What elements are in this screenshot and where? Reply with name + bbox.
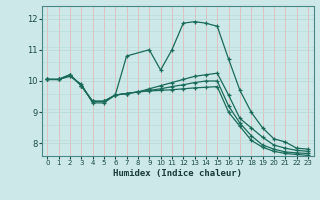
X-axis label: Humidex (Indice chaleur): Humidex (Indice chaleur): [113, 169, 242, 178]
